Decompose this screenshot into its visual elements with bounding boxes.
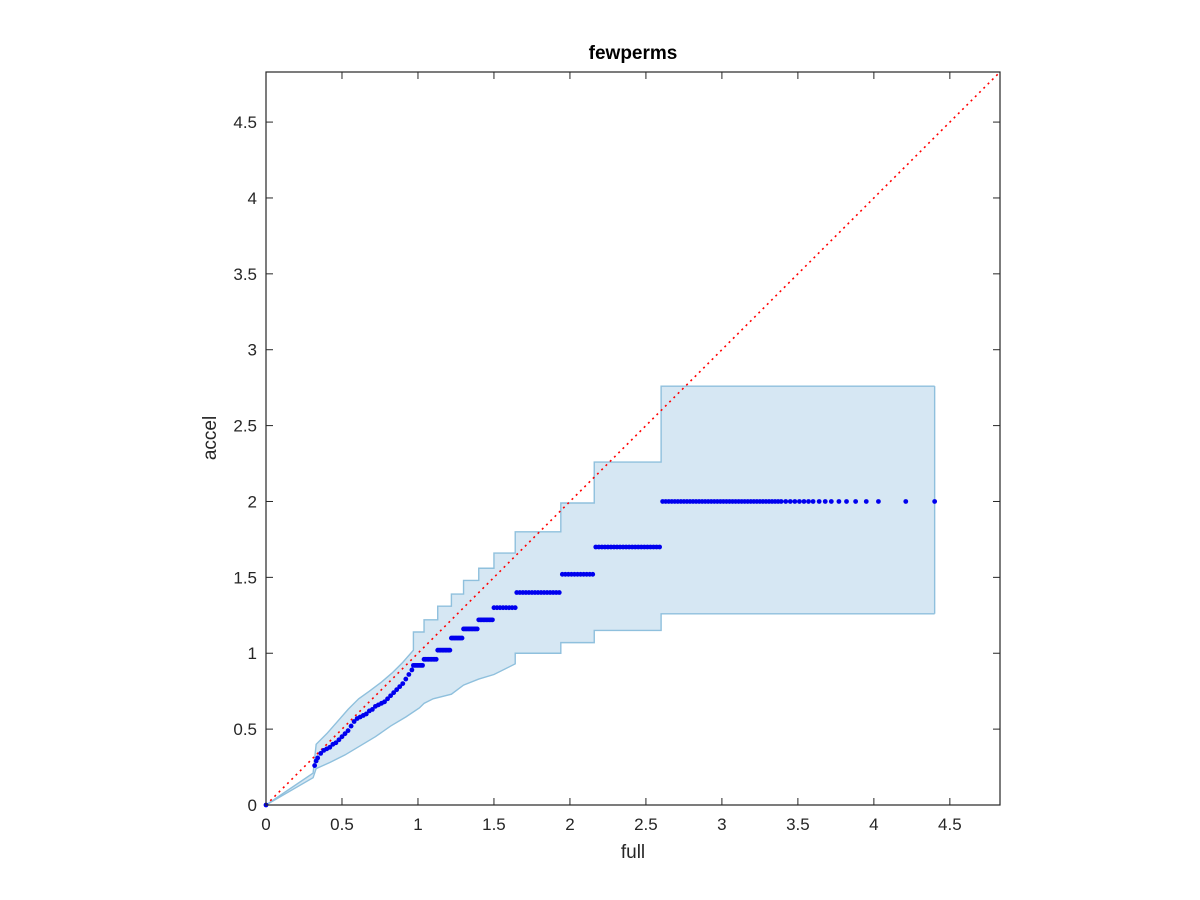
y-tick-label: 1 xyxy=(248,644,257,663)
data-point xyxy=(844,499,849,504)
band-fill xyxy=(266,386,935,805)
data-point xyxy=(828,499,834,504)
data-point xyxy=(512,605,518,611)
band-lower-edge xyxy=(265,613,935,806)
data-point xyxy=(459,635,465,641)
data-point xyxy=(409,667,415,673)
data-point xyxy=(474,626,480,632)
y-tick-label: 3 xyxy=(248,341,257,360)
data-point xyxy=(822,499,828,504)
y-tick-label: 4.5 xyxy=(233,113,257,132)
x-tick-label: 0.5 xyxy=(330,815,354,834)
data-point xyxy=(816,499,822,504)
data-point xyxy=(797,499,802,504)
axes-box xyxy=(265,71,1001,806)
y-tick-label: 2.5 xyxy=(233,417,257,436)
data-point xyxy=(490,617,495,623)
data-point xyxy=(382,699,387,705)
data-point xyxy=(420,662,425,668)
data-point xyxy=(810,499,816,504)
data-points xyxy=(263,499,938,808)
x-axis-label: full xyxy=(621,842,645,863)
data-point xyxy=(778,499,784,504)
data-point xyxy=(836,499,842,504)
x-tick-label: 3 xyxy=(717,815,726,834)
data-point xyxy=(336,737,342,743)
data-point xyxy=(406,672,412,677)
data-point xyxy=(787,499,793,504)
y-tick-label: 0.5 xyxy=(233,720,257,739)
data-point xyxy=(318,751,324,756)
data-point xyxy=(339,734,345,740)
data-point xyxy=(388,693,394,699)
data-point xyxy=(391,690,397,696)
x-tick-label: 2.5 xyxy=(634,815,658,834)
reference-line xyxy=(265,71,1001,806)
data-point xyxy=(556,590,562,595)
data-point xyxy=(369,706,375,712)
data-point xyxy=(876,499,881,504)
x-tick-label: 0 xyxy=(261,815,270,834)
x-tick-label: 1.5 xyxy=(482,815,506,834)
reference-line-group xyxy=(265,71,1001,806)
x-tick-label: 2 xyxy=(565,815,574,834)
data-point xyxy=(351,719,357,724)
data-point xyxy=(400,681,406,686)
data-point xyxy=(327,744,333,750)
data-point xyxy=(403,676,409,682)
x-tick-label: 1 xyxy=(413,815,422,834)
data-point xyxy=(385,696,390,702)
chart-title: fewperms xyxy=(589,43,678,64)
x-tick-label: 3.5 xyxy=(786,815,810,834)
x-axis-ticks: 0 0.5 1 1.5 2 2.5 3 3.5 4 4.5 xyxy=(261,72,962,834)
data-point xyxy=(397,684,403,690)
y-tick-label: 0 xyxy=(248,796,257,815)
data-point xyxy=(433,656,439,662)
y-axis-ticks: 0 0.5 1 1.5 2 2.5 3 3.5 4 4.5 xyxy=(233,113,1000,815)
x-tick-label: 4.5 xyxy=(938,815,962,834)
y-axis-label: accel xyxy=(200,416,221,460)
data-point xyxy=(315,755,321,761)
data-point xyxy=(363,711,369,717)
data-point xyxy=(447,647,453,653)
data-point xyxy=(345,728,351,734)
y-tick-label: 1.5 xyxy=(233,568,257,587)
data-point xyxy=(333,740,339,746)
data-point xyxy=(394,687,400,693)
y-tick-label: 4 xyxy=(248,189,257,208)
data-point xyxy=(348,723,354,729)
data-point xyxy=(863,499,869,504)
data-point xyxy=(903,499,909,504)
data-point xyxy=(342,731,348,737)
y-tick-label: 2 xyxy=(248,492,257,511)
data-point xyxy=(783,499,789,504)
data-point xyxy=(853,499,859,504)
data-point xyxy=(792,499,798,504)
x-tick-label: 4 xyxy=(869,815,878,834)
band-upper-edge xyxy=(265,385,935,806)
data-point xyxy=(806,499,811,504)
data-point xyxy=(657,544,662,550)
data-point xyxy=(590,571,596,577)
data-point xyxy=(312,763,318,768)
data-point xyxy=(801,499,807,504)
data-point xyxy=(932,499,938,504)
confidence-band xyxy=(265,385,936,806)
y-tick-label: 3.5 xyxy=(233,265,257,284)
